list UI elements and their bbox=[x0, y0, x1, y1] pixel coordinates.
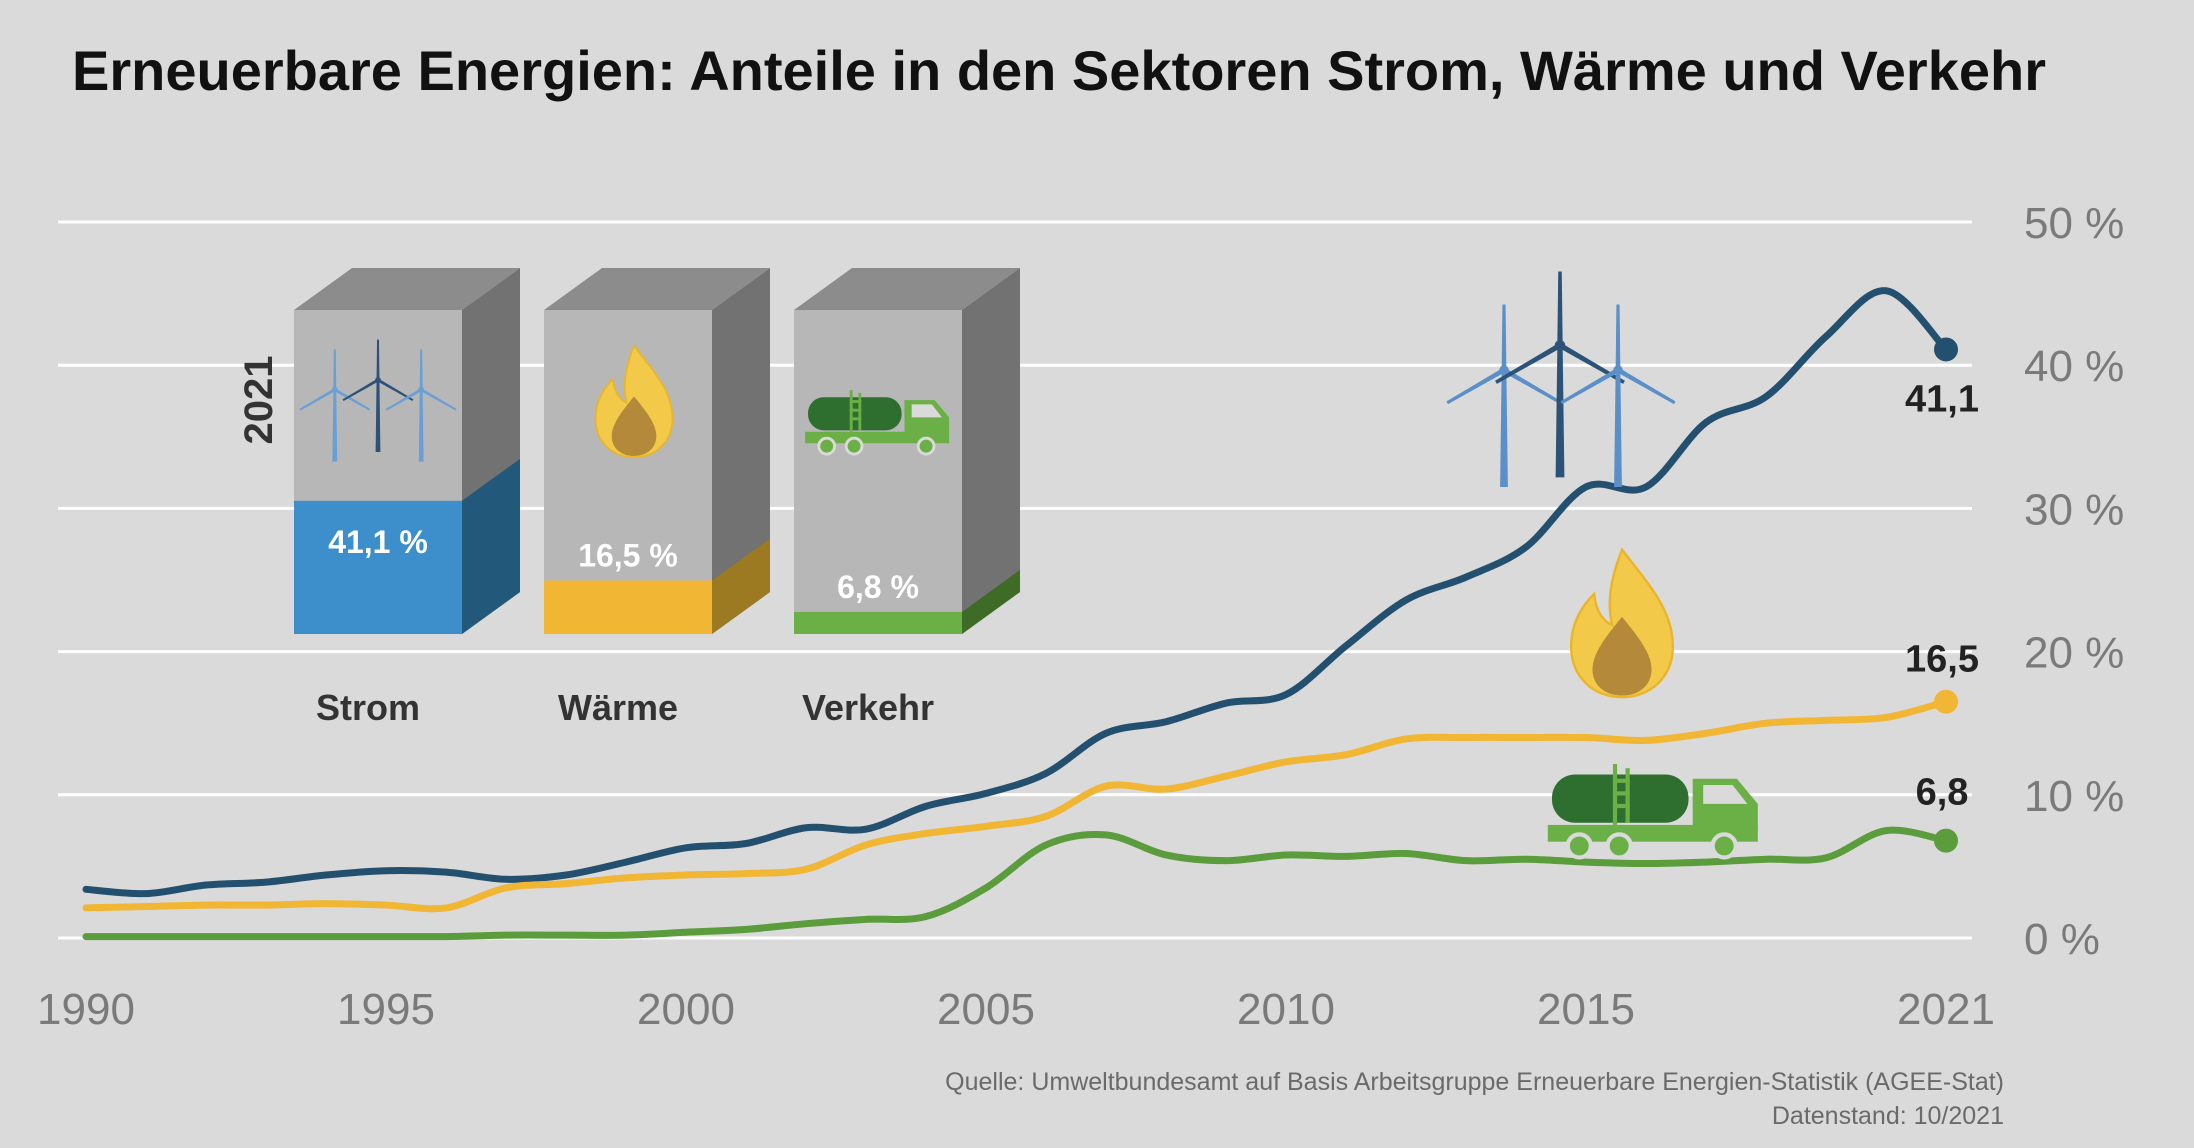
inset-2021: 2021 41,1 % Strom 16,5 % Wärme 6,8 % Verkehr bbox=[237, 268, 1020, 728]
x-tick-label: 2021 bbox=[1897, 985, 1995, 1034]
inset-fill-verkehr bbox=[794, 611, 962, 634]
x-tick-label: 1990 bbox=[37, 985, 135, 1034]
x-tick-label: 1995 bbox=[337, 985, 435, 1034]
x-tick-label: 2000 bbox=[637, 985, 735, 1034]
inset-box-verkehr: 6,8 % bbox=[794, 268, 1020, 634]
y-axis-ticks: 0 % 10 % 20 % 30 % 40 % 50 % bbox=[2024, 199, 2124, 964]
inset-box-wärme: 16,5 % bbox=[544, 268, 770, 634]
inset-fill-strom bbox=[294, 500, 462, 634]
wind-turbines-icon bbox=[1446, 271, 1676, 487]
series-lines bbox=[82, 287, 1950, 941]
end-marker-verkehr bbox=[1934, 828, 1958, 853]
y-tick-label: 30 % bbox=[2024, 485, 2124, 534]
inset-label-wärme: Wärme bbox=[558, 687, 678, 728]
y-tick-label: 20 % bbox=[2024, 629, 2124, 678]
x-tick-label: 2010 bbox=[1237, 985, 1335, 1034]
x-tick-label: 2015 bbox=[1537, 985, 1635, 1034]
inset-value-wärme: 16,5 % bbox=[578, 538, 678, 574]
inset-value-strom: 41,1 % bbox=[328, 524, 428, 560]
inset-box-strom: 41,1 % bbox=[294, 268, 520, 634]
series-line-verkehr bbox=[82, 826, 1950, 941]
series-line-strom bbox=[82, 287, 1950, 898]
inset-label-strom: Strom bbox=[316, 687, 420, 728]
end-label-strom: 41,1 bbox=[1905, 378, 1979, 420]
inset-value-verkehr: 6,8 % bbox=[837, 569, 919, 605]
source-line-1: Quelle: Umweltbundesamt auf Basis Arbeit… bbox=[945, 1068, 2004, 1096]
flame-icon bbox=[1569, 548, 1675, 699]
y-tick-label: 0 % bbox=[2024, 915, 2100, 964]
end-marker-strom bbox=[1934, 337, 1958, 362]
inset-year-label: 2021 bbox=[237, 356, 281, 445]
inset-label-verkehr: Verkehr bbox=[802, 687, 934, 728]
y-tick-label: 10 % bbox=[2024, 772, 2124, 821]
y-tick-label: 50 % bbox=[2024, 199, 2124, 248]
end-label-wärme: 16,5 bbox=[1905, 639, 1979, 681]
inset-fill-wärme bbox=[544, 580, 712, 634]
y-tick-label: 40 % bbox=[2024, 342, 2124, 391]
end-markers: 41,1 16,5 6,8 bbox=[1905, 337, 1979, 853]
end-marker-wärme bbox=[1934, 689, 1958, 714]
x-tick-label: 2005 bbox=[937, 985, 1035, 1034]
tank-truck-icon bbox=[1548, 764, 1758, 857]
x-axis-ticks: 1990 1995 2000 2005 2010 2015 2021 bbox=[37, 985, 1995, 1034]
source-line-2: Datenstand: 10/2021 bbox=[1772, 1102, 2004, 1130]
chart-title: Erneuerbare Energien: Anteile in den Sek… bbox=[72, 39, 2046, 102]
series-line-wärme bbox=[82, 698, 1950, 913]
end-label-verkehr: 6,8 bbox=[1916, 772, 1969, 814]
